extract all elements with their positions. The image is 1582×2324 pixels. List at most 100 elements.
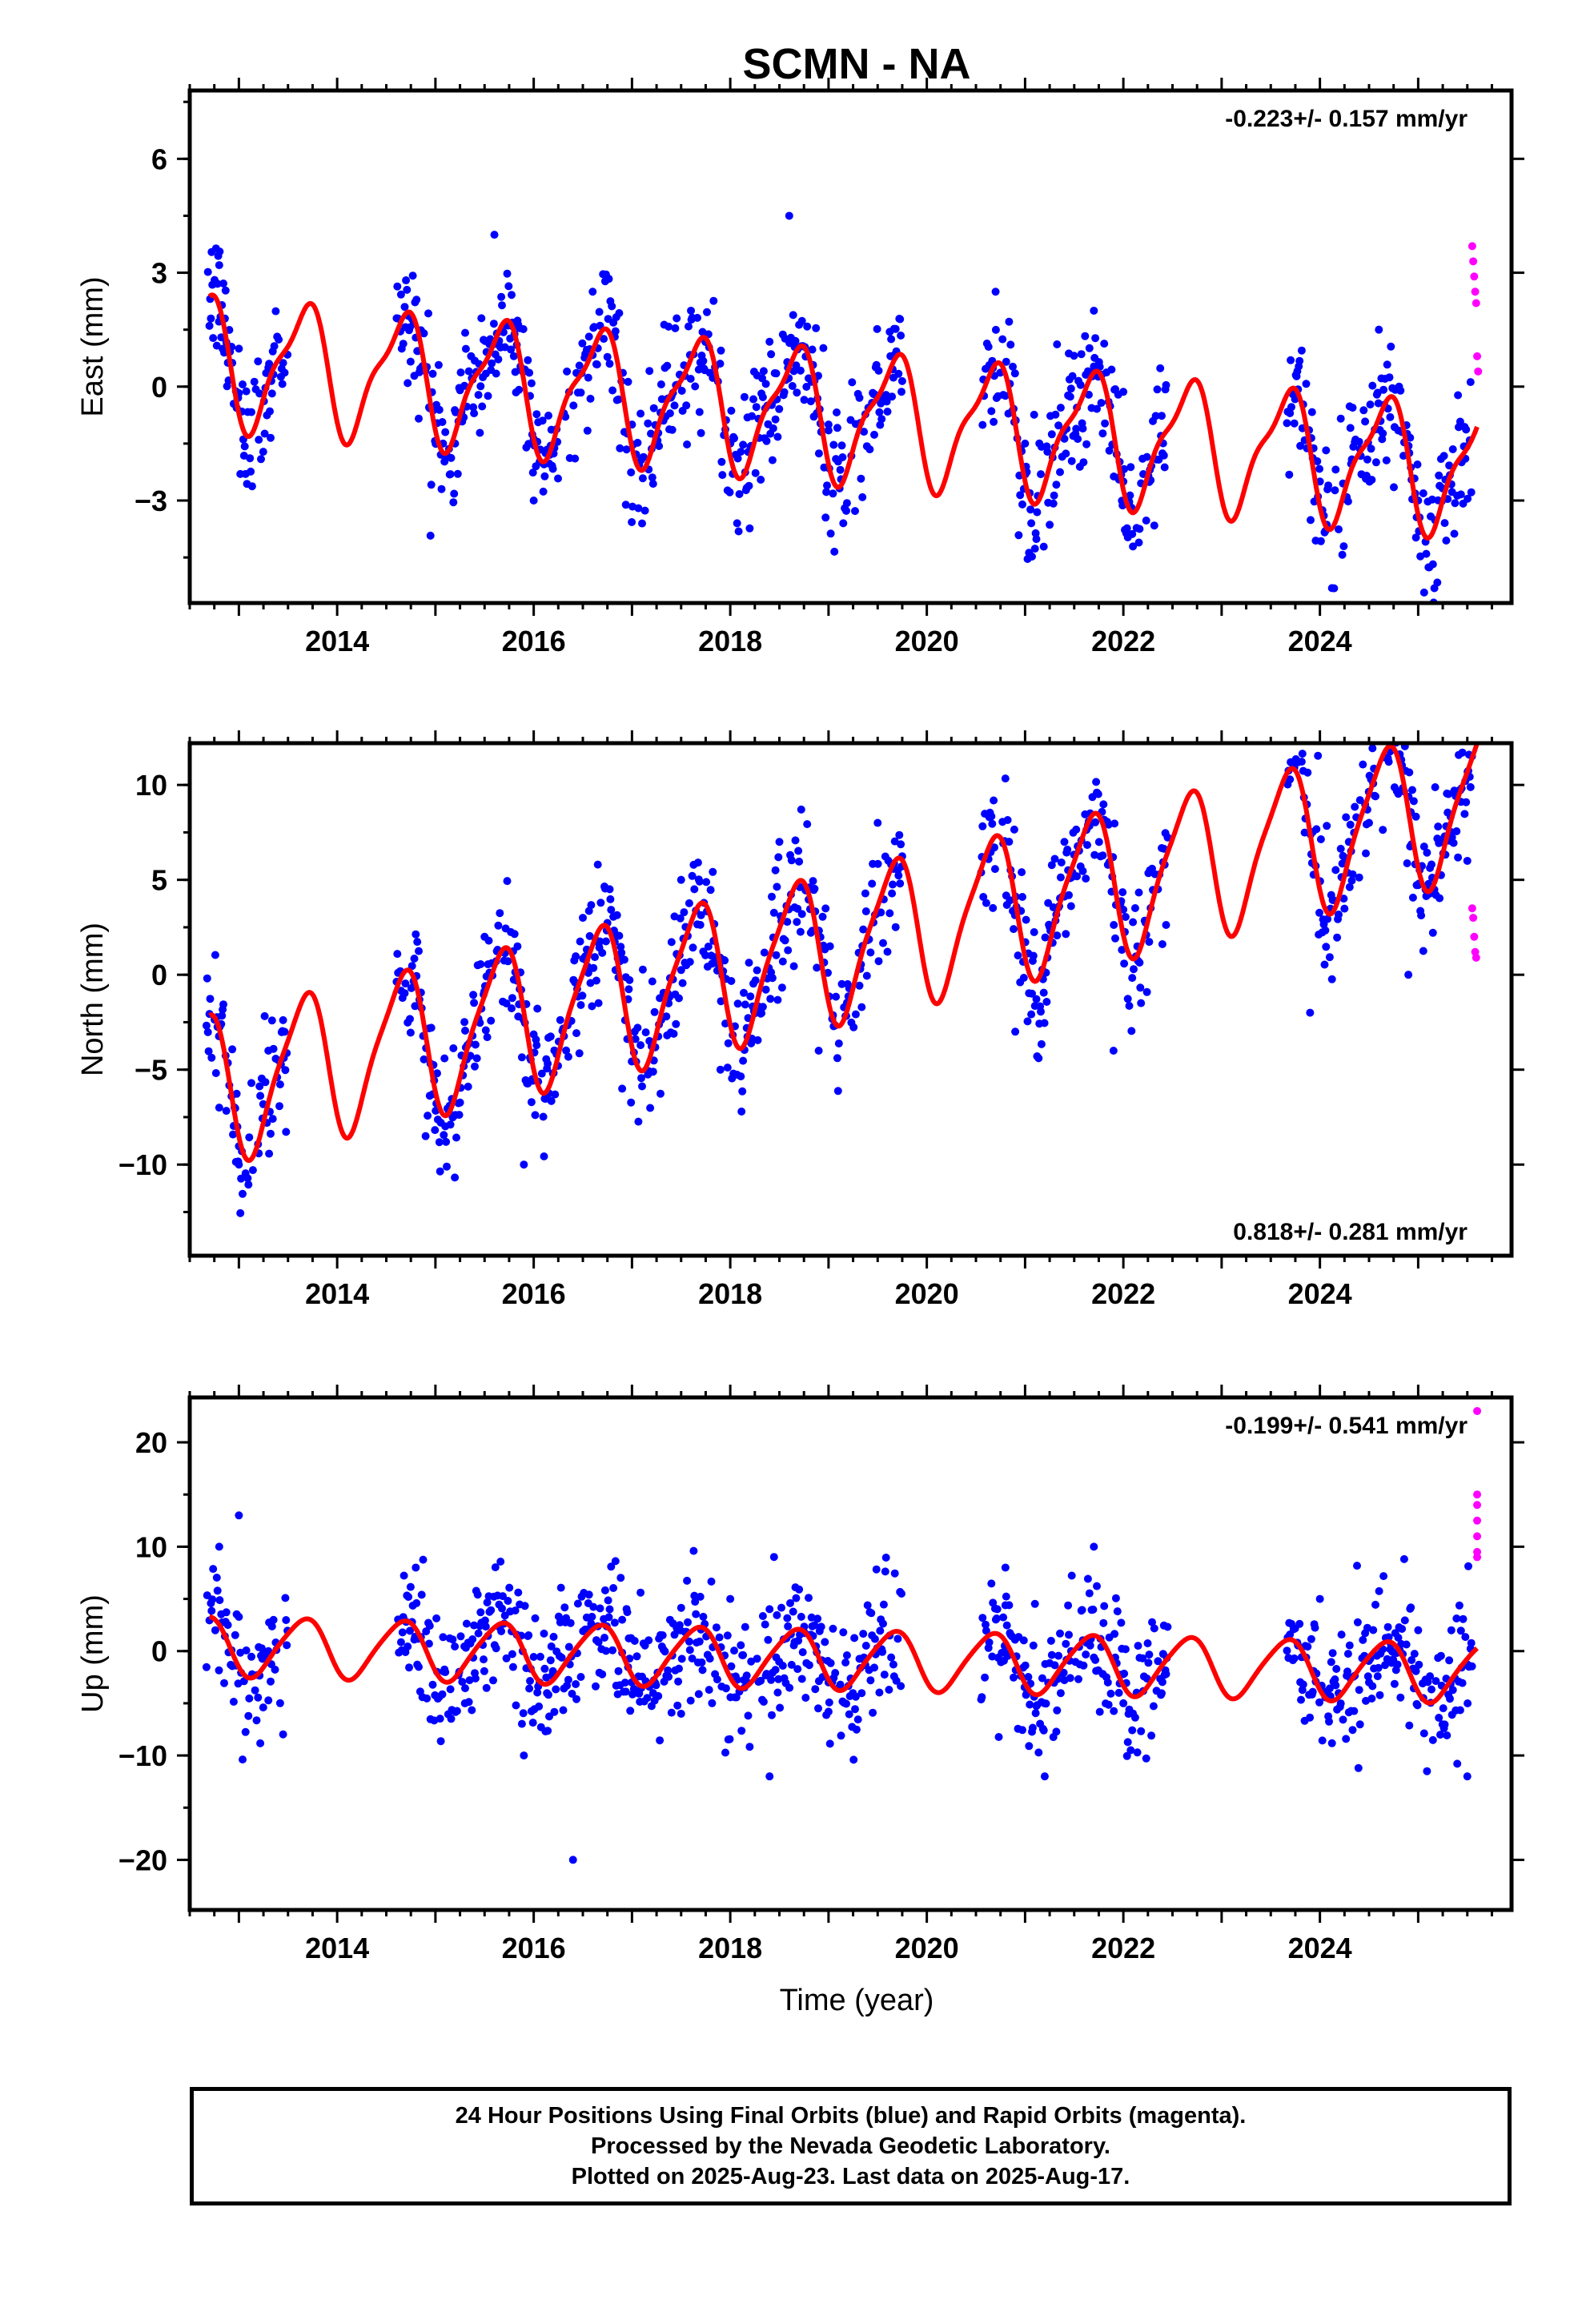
final-orbit-point [1315, 1594, 1324, 1603]
rapid-orbit-point [1469, 914, 1478, 923]
final-orbit-point [537, 1069, 546, 1078]
final-orbit-point [993, 1605, 1002, 1614]
final-orbit-point [787, 856, 796, 865]
final-orbit-point [737, 448, 745, 456]
final-orbit-point [1449, 838, 1458, 847]
final-orbit-point [1331, 486, 1339, 495]
final-orbit-point [757, 476, 765, 484]
final-orbit-point [1458, 748, 1467, 757]
final-orbit-point [396, 1638, 405, 1647]
final-orbit-point [1145, 1651, 1154, 1659]
final-orbit-point [1325, 1684, 1334, 1693]
final-orbit-point [1046, 1636, 1055, 1645]
final-orbit-point [852, 1725, 861, 1734]
final-orbit-point [514, 1588, 523, 1597]
final-orbit-point [622, 445, 631, 454]
final-orbit-point [451, 1642, 460, 1651]
final-orbit-point [1019, 1636, 1028, 1645]
final-orbit-point [783, 1614, 792, 1622]
final-orbit-point [985, 1638, 994, 1647]
final-orbit-point [548, 1667, 557, 1675]
final-orbit-point [741, 1000, 749, 1009]
final-orbit-point [870, 1634, 879, 1643]
final-orbit-point [771, 1666, 780, 1675]
final-orbit-point [440, 1131, 448, 1140]
final-orbit-point [1327, 975, 1336, 983]
final-orbit-point [1303, 1642, 1312, 1651]
final-orbit-point [1414, 1626, 1423, 1634]
final-orbit-point [398, 1628, 407, 1637]
final-orbit-point [638, 965, 647, 974]
final-orbit-point [260, 429, 269, 438]
final-orbit-point [1456, 1706, 1464, 1715]
final-orbit-point [1393, 1660, 1402, 1669]
final-orbit-point [1390, 483, 1398, 492]
final-orbit-point [1353, 1618, 1362, 1626]
final-orbit-point [1456, 1626, 1465, 1635]
final-orbit-point [793, 1665, 802, 1674]
final-orbit-point [1142, 987, 1151, 996]
final-orbit-point [648, 473, 656, 482]
rapid-orbit-point [1473, 1490, 1482, 1499]
final-orbit-point [879, 1600, 888, 1609]
final-orbit-point [1077, 350, 1086, 359]
final-orbit-point [797, 910, 806, 919]
final-orbit-point [1129, 542, 1138, 551]
rapid-orbit-point [1468, 904, 1476, 913]
final-orbit-point [255, 436, 263, 444]
final-orbit-point [1440, 519, 1449, 528]
final-orbit-point [1287, 403, 1295, 412]
final-orbit-point [586, 394, 595, 403]
final-orbit-point [1391, 729, 1399, 737]
final-orbit-point [726, 1594, 735, 1603]
final-orbit-point [452, 408, 460, 416]
rapid-orbit-point [1473, 1406, 1482, 1415]
final-orbit-point [759, 1698, 768, 1706]
final-orbit-point [873, 818, 882, 827]
final-orbit-point [1453, 1759, 1462, 1768]
final-orbit-point [826, 529, 835, 538]
final-orbit-point [508, 291, 516, 300]
final-orbit-point [1411, 533, 1420, 542]
final-orbit-point [533, 1004, 542, 1013]
final-orbit-point [860, 428, 869, 436]
final-orbit-point [1368, 744, 1377, 753]
final-orbit-point [433, 1069, 441, 1078]
final-orbit-point [1462, 425, 1471, 434]
final-orbit-point [839, 1628, 848, 1637]
final-orbit-point [737, 1072, 745, 1081]
final-orbit-point [877, 908, 885, 917]
final-orbit-point [404, 1642, 412, 1651]
final-orbit-point [536, 1652, 544, 1661]
final-orbit-point [592, 360, 601, 369]
final-orbit-point [584, 968, 592, 977]
final-orbit-point [616, 943, 625, 951]
final-orbit-point [773, 432, 782, 441]
final-orbit-point [658, 1631, 667, 1639]
final-orbit-point [1387, 342, 1395, 351]
final-orbit-point [1295, 1619, 1304, 1628]
final-orbit-point [528, 468, 537, 477]
final-orbit-point [727, 406, 736, 415]
final-orbit-point [261, 1078, 270, 1087]
final-orbit-point [1121, 913, 1130, 921]
final-orbit-point [544, 412, 552, 420]
final-orbit-point [673, 314, 681, 323]
final-orbit-point [1027, 1010, 1036, 1019]
final-orbit-point [776, 1703, 785, 1712]
final-orbit-point [730, 1647, 738, 1655]
final-orbit-point [1148, 1618, 1156, 1626]
final-orbit-point [487, 1016, 496, 1025]
final-orbit-point [256, 1739, 265, 1747]
final-orbit-point [572, 1695, 580, 1703]
final-orbit-point [564, 1642, 573, 1651]
final-orbit-point [643, 1694, 652, 1703]
final-orbit-point [870, 430, 878, 439]
final-orbit-point [271, 307, 280, 316]
final-orbit-point [685, 958, 694, 967]
final-orbit-point [546, 1656, 555, 1665]
x-tick-label: 2020 [895, 1277, 959, 1310]
final-orbit-point [1127, 1027, 1136, 1035]
final-orbit-point [723, 1631, 732, 1640]
final-orbit-point [757, 1676, 765, 1685]
